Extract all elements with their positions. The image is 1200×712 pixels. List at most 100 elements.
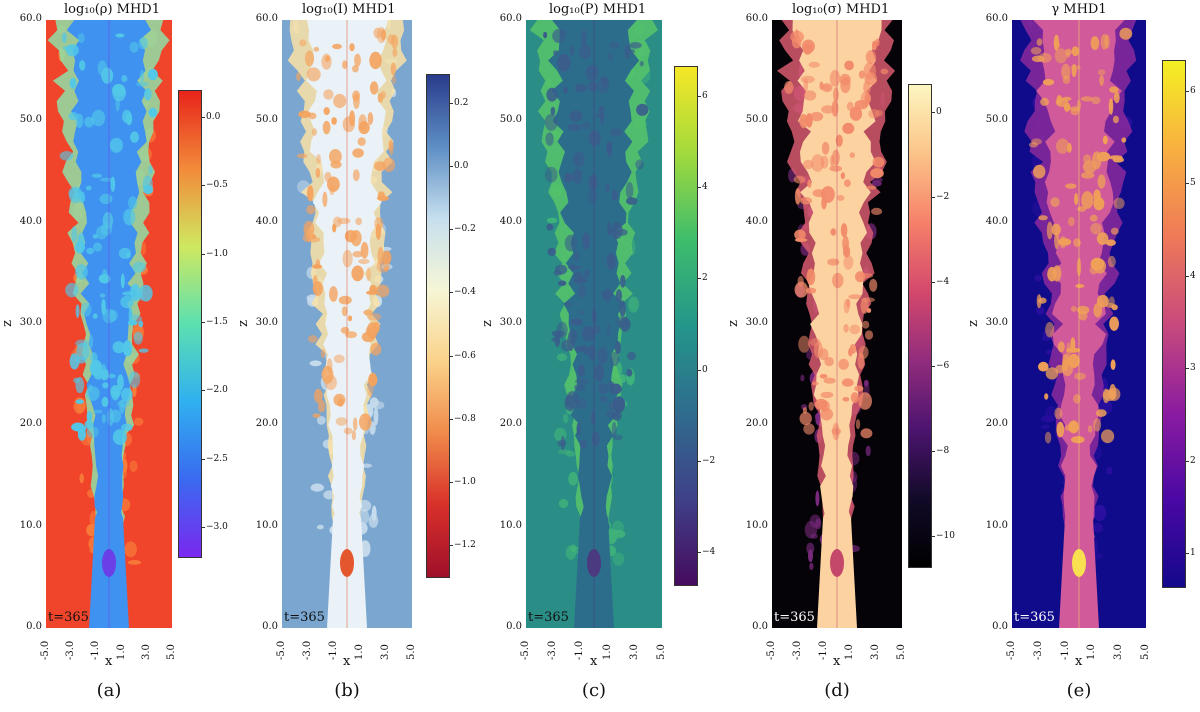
jet-turbulence	[352, 169, 360, 182]
jet-turbulence	[821, 197, 827, 210]
jet-turbulence	[612, 227, 619, 240]
y-axis-label: z	[965, 320, 981, 327]
jet-turbulence	[605, 183, 610, 194]
jet-turbulence	[324, 171, 332, 182]
jet-turbulence	[1054, 48, 1068, 64]
jet-turbulence	[80, 302, 92, 317]
jet-turbulence	[313, 46, 320, 52]
y-tick-label: 50.0	[745, 114, 768, 126]
x-tick-label: 1.0	[601, 644, 613, 660]
y-axis-label: z	[725, 320, 741, 327]
background-turbulence	[619, 374, 626, 384]
jet-turbulence	[329, 286, 338, 302]
jet-turbulence	[850, 392, 859, 404]
jet-turbulence	[332, 43, 342, 50]
background-turbulence	[86, 523, 97, 537]
jet-turbulence	[363, 309, 373, 316]
colorbar-tick-label: −0.2	[450, 224, 476, 235]
jet-turbulence	[880, 68, 889, 75]
jet-turbulence	[577, 364, 586, 377]
jet-turbulence	[842, 235, 849, 252]
jet-turbulence	[799, 197, 813, 205]
jet-turbulence	[849, 152, 856, 158]
panel-caption: (a)	[96, 680, 122, 701]
jet-turbulence	[321, 53, 332, 70]
jet-turbulence	[128, 371, 141, 388]
jet-turbulence	[635, 159, 644, 170]
jet-turbulence	[838, 358, 849, 370]
jet-turbulence	[821, 83, 833, 93]
jet-turbulence	[573, 250, 580, 262]
jet-turbulence	[138, 348, 149, 353]
jet-turbulence	[86, 426, 99, 438]
jet-turbulence	[803, 78, 809, 92]
jet-turbulence	[136, 81, 149, 87]
colorbar-tick-label: −0.8	[450, 413, 476, 424]
jet-turbulence	[374, 217, 384, 230]
jet-turbulence	[579, 44, 591, 60]
jet-turbulence	[312, 281, 323, 296]
jet-turbulence	[875, 109, 883, 117]
background-turbulence	[133, 417, 144, 426]
jet-turbulence	[1058, 238, 1072, 246]
jet-turbulence	[830, 228, 837, 236]
jet-turbulence	[99, 177, 114, 182]
jet-turbulence	[1090, 223, 1102, 235]
colorbar-tick-label: 0	[932, 106, 942, 117]
jet-turbulence	[352, 90, 361, 102]
time-label: t=365	[48, 610, 89, 625]
jet-turbulence	[120, 273, 125, 289]
jet-turbulence	[820, 155, 829, 169]
jet-turbulence	[614, 341, 621, 355]
jet-turbulence	[121, 423, 133, 432]
jet-turbulence	[1110, 359, 1116, 371]
jet-turbulence	[99, 293, 106, 298]
jet-turbulence	[835, 134, 843, 147]
jet-turbulence	[370, 342, 382, 356]
panel-title: log₁₀(P) MHD1	[549, 2, 647, 17]
jet-turbulence	[857, 352, 865, 370]
colorbar-tick-label: 1	[1186, 548, 1196, 559]
jet-turbulence	[1070, 337, 1076, 353]
jet-turbulence	[1107, 255, 1116, 268]
jet-turbulence	[359, 413, 372, 431]
jet-turbulence	[811, 154, 825, 172]
colorbar-tick-label: 4	[1186, 270, 1196, 281]
jet-turbulence	[323, 107, 330, 116]
jet-turbulence	[1096, 232, 1109, 246]
colorbar	[1162, 60, 1186, 588]
jet-turbulence	[354, 53, 361, 67]
x-tick-label: -3.0	[65, 640, 77, 660]
y-tick-label: 0.0	[26, 621, 42, 632]
jet-turbulence	[390, 62, 397, 76]
jet-turbulence	[315, 259, 321, 269]
background-turbulence	[1041, 424, 1050, 430]
jet-turbulence	[829, 165, 842, 172]
jet-turbulence	[128, 196, 138, 210]
colorbar-tick-label: −10	[932, 531, 955, 542]
jet-turbulence	[341, 306, 348, 317]
jet-turbulence	[846, 298, 851, 308]
jet-turbulence	[843, 179, 851, 187]
background-turbulence	[628, 296, 639, 313]
jet-turbulence	[304, 50, 315, 67]
jet-turbulence	[798, 118, 811, 124]
jet-turbulence	[550, 106, 556, 116]
jet-turbulence	[75, 399, 84, 405]
jet-turbulence	[367, 112, 374, 125]
jet-turbulence	[1067, 216, 1075, 227]
jet-turbulence	[139, 69, 145, 83]
jet-turbulence	[365, 326, 372, 336]
x-tick-label: -3.0	[547, 640, 559, 660]
jet-turbulence	[564, 234, 578, 252]
jet-turbulence	[608, 401, 619, 410]
jet-turbulence	[808, 401, 814, 411]
background-turbulence	[1041, 335, 1051, 342]
jet-turbulence	[1093, 303, 1103, 318]
background-turbulence	[1092, 522, 1103, 533]
jet-turbulence	[1031, 138, 1042, 145]
jet-turbulence	[615, 289, 623, 302]
jet-turbulence	[840, 223, 848, 238]
jet-turbulence	[79, 60, 86, 71]
time-label: t=365	[284, 610, 325, 625]
